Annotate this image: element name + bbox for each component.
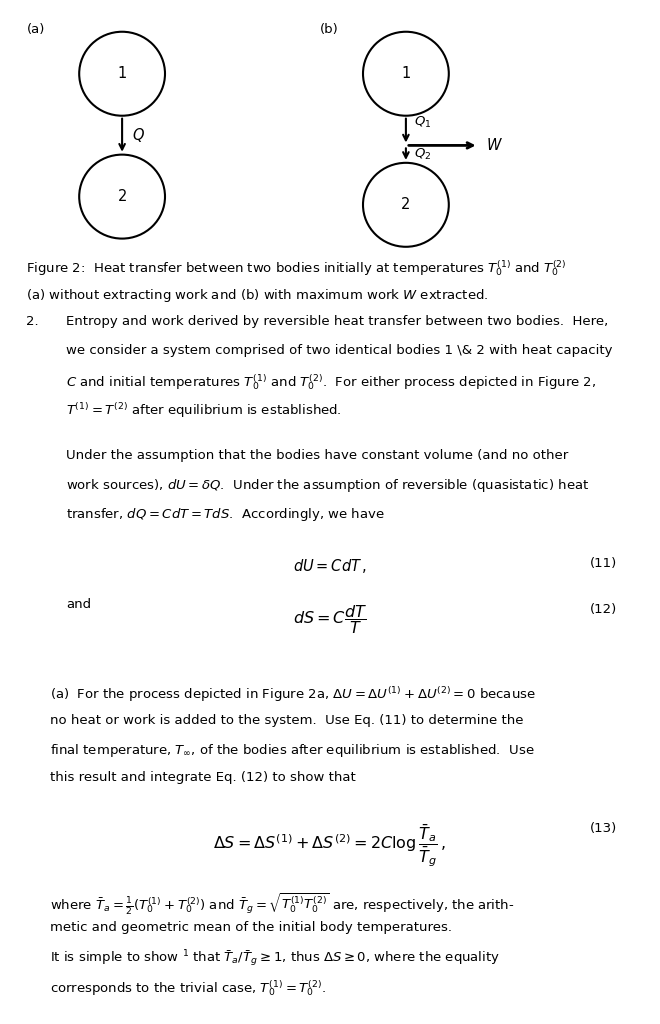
Text: work sources), $dU = \delta Q$.  Under the assumption of reversible (quasistatic: work sources), $dU = \delta Q$. Under th… (66, 477, 589, 495)
Text: (a): (a) (26, 23, 45, 36)
Text: and: and (66, 598, 91, 611)
Text: 1: 1 (117, 67, 127, 81)
Text: we consider a system comprised of two identical bodies 1 \& 2 with heat capacity: we consider a system comprised of two id… (66, 344, 612, 357)
Text: It is simple to show $^1$ that $\bar{T}_a/\bar{T}_g \geq 1$, thus $\Delta S \geq: It is simple to show $^1$ that $\bar{T}_… (50, 949, 500, 970)
Text: $dU = CdT\,,$: $dU = CdT\,,$ (293, 557, 367, 575)
Text: 2: 2 (401, 198, 411, 212)
Text: $C$ and initial temperatures $T_0^{(1)}$ and $T_0^{(2)}$.  For either process de: $C$ and initial temperatures $T_0^{(1)}$… (66, 373, 596, 392)
Text: 1: 1 (401, 67, 411, 81)
Text: (11): (11) (590, 557, 617, 570)
Text: transfer, $dQ = CdT = TdS$.  Accordingly, we have: transfer, $dQ = CdT = TdS$. Accordingly,… (66, 506, 385, 523)
Text: metic and geometric mean of the initial body temperatures.: metic and geometric mean of the initial … (50, 921, 451, 934)
Text: (a)  For the process depicted in Figure 2a, $\Delta U = \Delta U^{(1)} + \Delta : (a) For the process depicted in Figure 2… (50, 685, 535, 703)
Text: (12): (12) (590, 603, 617, 616)
Text: $\Delta S = \Delta S^{(1)} + \Delta S^{(2)} = 2C\log\dfrac{\bar{T}_a}{\bar{T}_g}: $\Delta S = \Delta S^{(1)} + \Delta S^{(… (213, 822, 447, 869)
Text: $Q$: $Q$ (132, 126, 145, 144)
Text: (13): (13) (590, 822, 617, 836)
Text: final temperature, $T_\infty$, of the bodies after equilibrium is established.  : final temperature, $T_\infty$, of the bo… (50, 742, 534, 760)
Text: $Q_2$: $Q_2$ (414, 146, 432, 162)
Text: this result and integrate Eq. (12) to show that: this result and integrate Eq. (12) to sh… (50, 771, 355, 784)
Text: Under the assumption that the bodies have constant volume (and no other: Under the assumption that the bodies hav… (66, 449, 568, 462)
Text: corresponds to the trivial case, $T_0^{(1)} = T_0^{(2)}$.: corresponds to the trivial case, $T_0^{(… (50, 978, 325, 997)
Text: $W$: $W$ (486, 137, 504, 154)
Text: 2.: 2. (26, 315, 39, 329)
Text: (b): (b) (320, 23, 339, 36)
Text: where $\bar{T}_a = \frac{1}{2}(T_0^{(1)} + T_0^{(2)})$ and $\bar{T}_g = \sqrt{T_: where $\bar{T}_a = \frac{1}{2}(T_0^{(1)}… (50, 892, 514, 916)
Text: $Q_1$: $Q_1$ (414, 115, 432, 130)
Text: (a) without extracting work and (b) with maximum work $W$ extracted.: (a) without extracting work and (b) with… (26, 287, 489, 304)
Text: no heat or work is added to the system.  Use Eq. (11) to determine the: no heat or work is added to the system. … (50, 714, 523, 727)
Text: Figure 2:  Heat transfer between two bodies initially at temperatures $T_0^{(1)}: Figure 2: Heat transfer between two bodi… (26, 258, 567, 278)
Text: $dS = C\dfrac{dT}{T}$: $dS = C\dfrac{dT}{T}$ (293, 603, 367, 636)
Text: 2: 2 (117, 189, 127, 204)
Text: Entropy and work derived by reversible heat transfer between two bodies.  Here,: Entropy and work derived by reversible h… (66, 315, 609, 329)
Text: $T^{(1)} = T^{(2)}$ after equilibrium is established.: $T^{(1)} = T^{(2)}$ after equilibrium is… (66, 401, 342, 420)
